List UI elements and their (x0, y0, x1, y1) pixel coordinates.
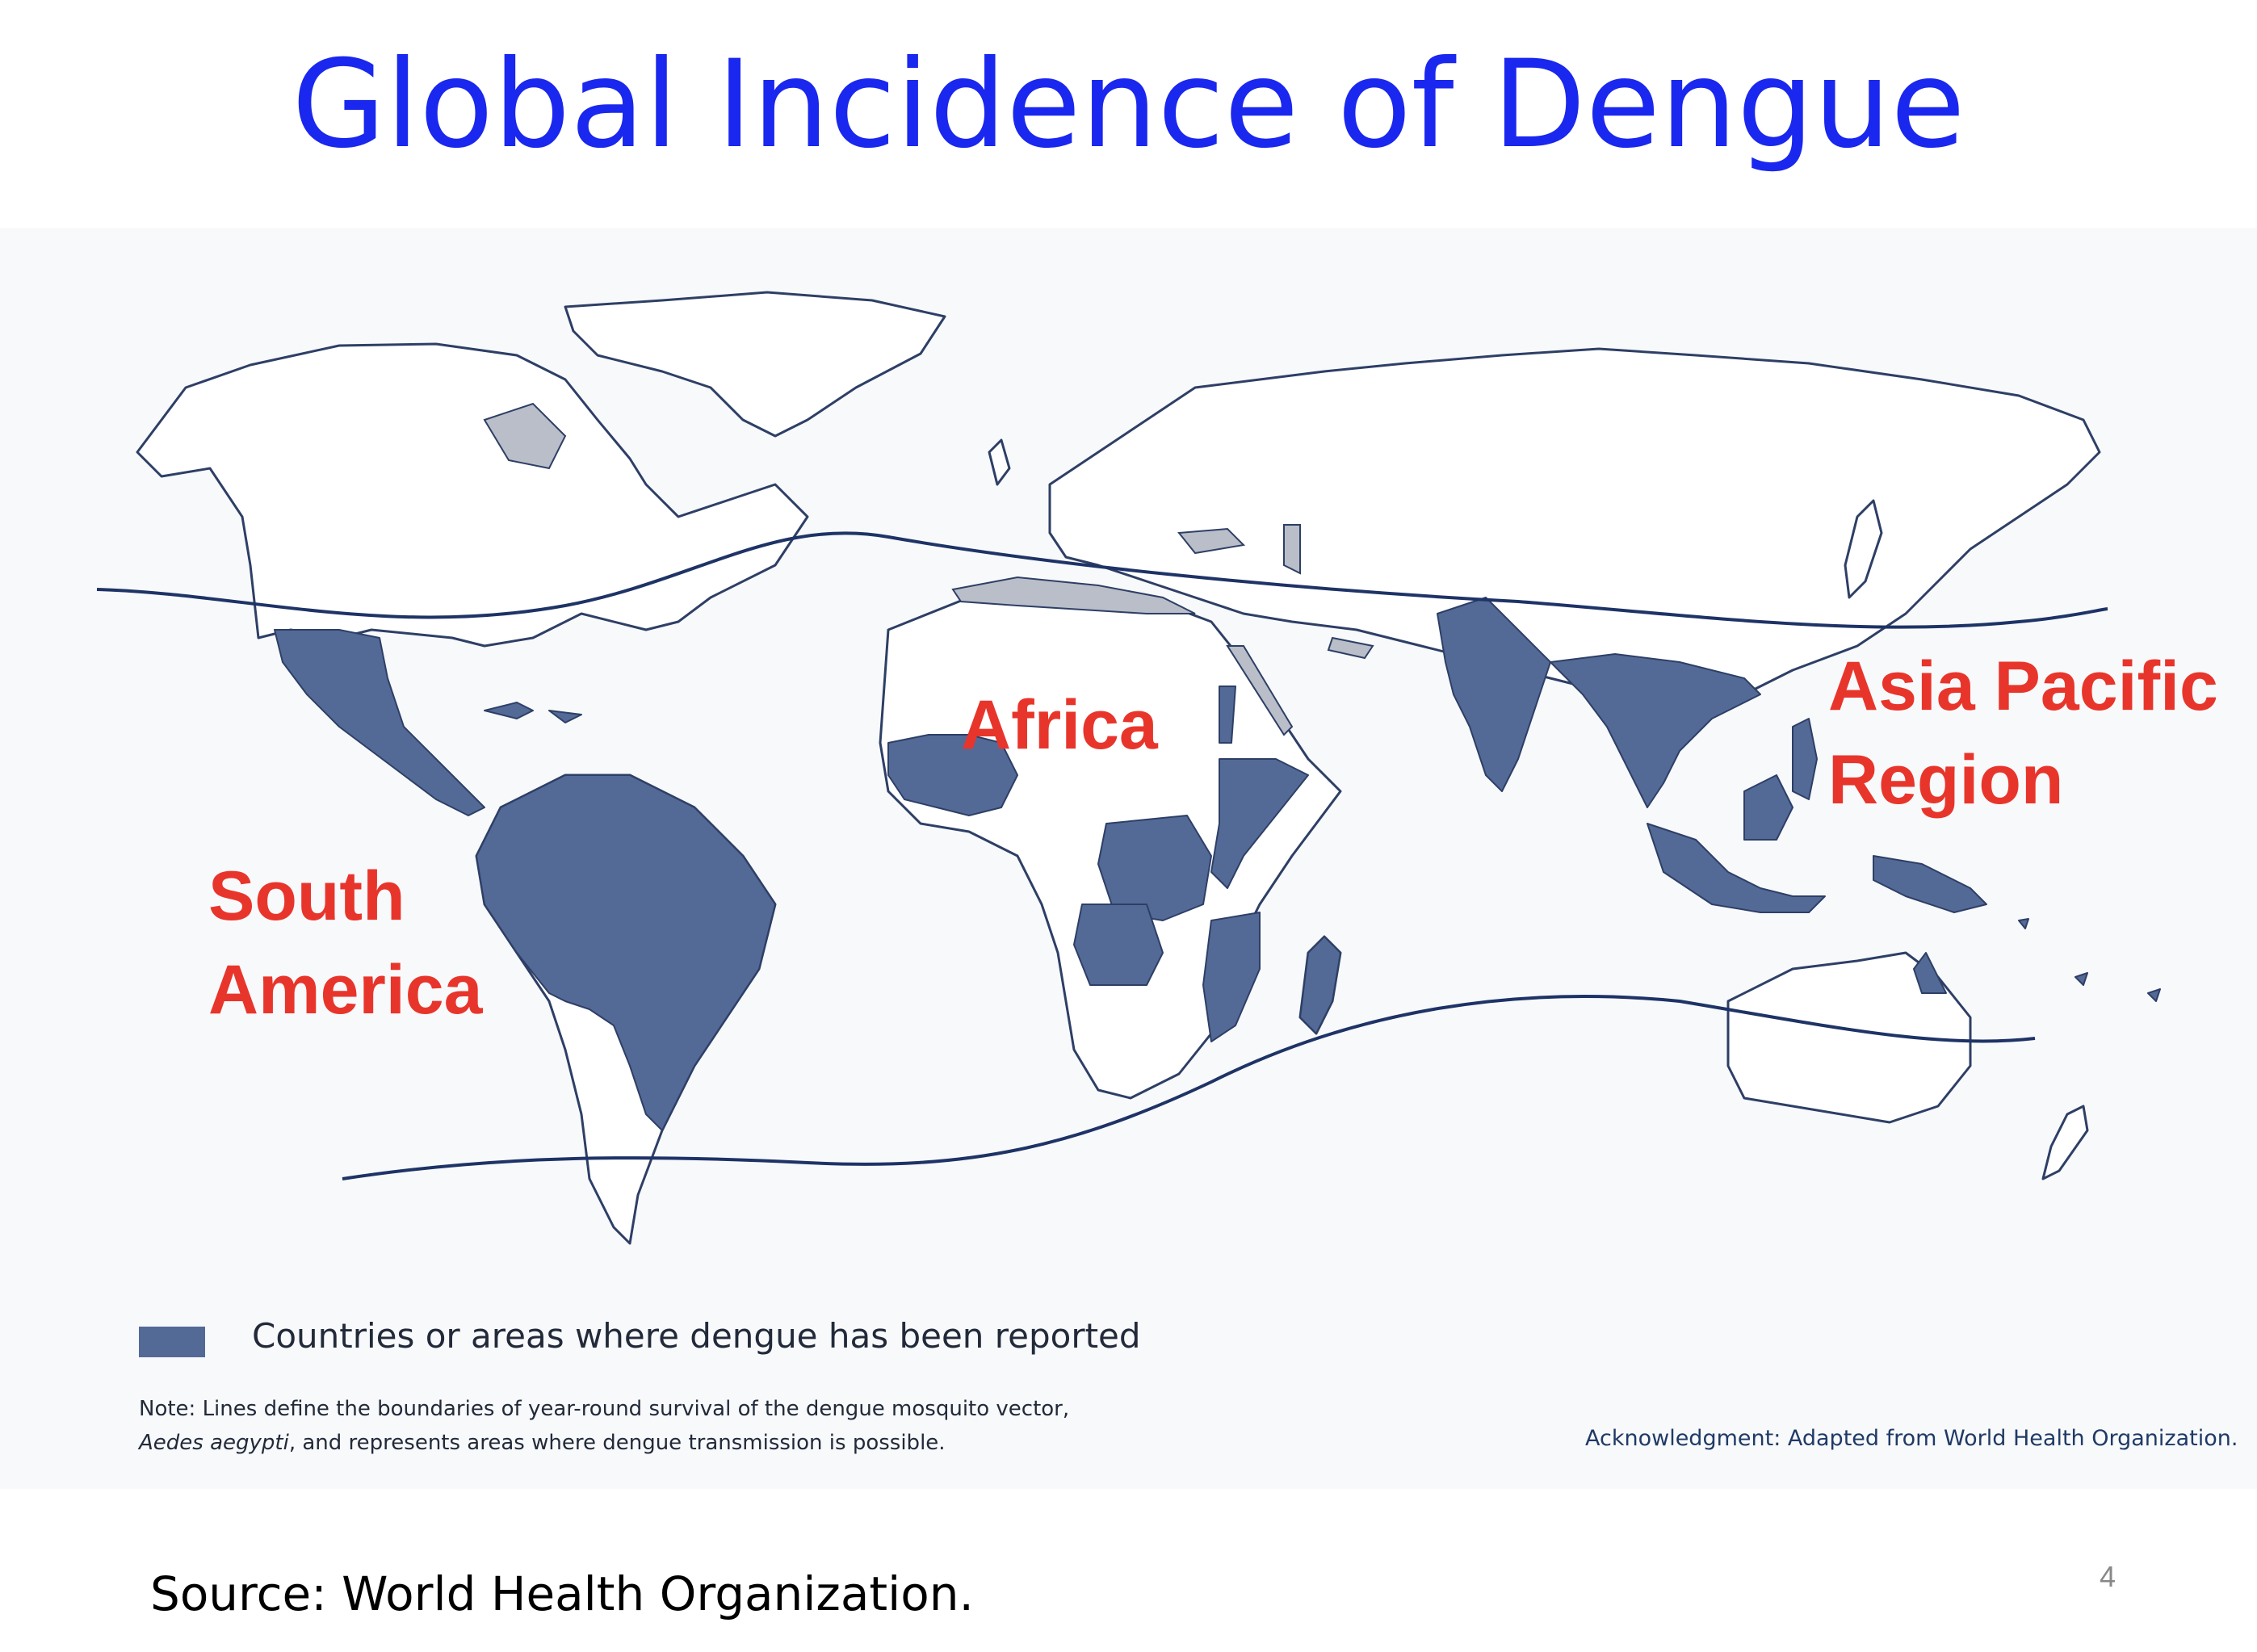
label-asia-pacific-line2: Region (1828, 741, 2064, 820)
new-zealand (2041, 1105, 2089, 1180)
map-note: Note: Lines define the boundaries of yea… (139, 1392, 1069, 1460)
sudan-region (1219, 686, 1236, 744)
southern-boundary-line (342, 995, 2036, 1180)
acknowledgment: Acknowledgment: Adapted from World Healt… (1585, 1426, 2238, 1451)
hudson-bay (483, 402, 567, 470)
pacific-islands (2018, 918, 2161, 1002)
borneo (1743, 774, 1793, 841)
label-south-america: South America (208, 849, 482, 1037)
dengue-map-panel: South America Africa Asia Pacific Region… (0, 228, 2257, 1489)
uk (988, 438, 1011, 486)
madagascar-dengue (1299, 936, 1341, 1034)
north-america (136, 342, 809, 648)
world-map (96, 291, 2161, 1245)
europe-asia (1048, 347, 2101, 712)
philippines (1792, 718, 1818, 800)
source-citation: Source: World Health Organization. (150, 1566, 974, 1621)
inland-water (483, 402, 1374, 736)
survival-boundary-lines (96, 531, 2108, 1180)
map-note-line1: Note: Lines define the boundaries of yea… (139, 1397, 1070, 1421)
legend-swatch (139, 1327, 205, 1357)
australia (1726, 951, 1972, 1124)
greenland (564, 291, 946, 438)
central-africa (1097, 815, 1212, 921)
label-asia-pacific-line1: Asia Pacific (1828, 648, 2218, 725)
page-number: 4 (2100, 1560, 2116, 1593)
slide-title: Global Incidence of Dengue (292, 35, 1965, 175)
japan (1844, 499, 1883, 599)
northern-boundary-line (96, 531, 2108, 629)
caribbean (484, 702, 582, 723)
angola (1073, 904, 1164, 986)
label-south-america-line1: South (208, 857, 405, 935)
mediterranean (951, 576, 1196, 614)
species-name: Aedes aegypti (139, 1431, 289, 1455)
legend-label: Countries or areas where dengue has been… (252, 1316, 1141, 1356)
map-note-line2-rest: , and represents areas where dengue tran… (288, 1431, 946, 1455)
mozambique (1202, 912, 1261, 1042)
indonesia (1647, 823, 1826, 913)
south-america-dengue (476, 774, 776, 1131)
persian-gulf (1327, 636, 1374, 660)
india (1437, 597, 1551, 792)
southeast-asia (1550, 653, 1761, 808)
north-australia (1913, 952, 1947, 994)
east-africa (1210, 758, 1309, 889)
label-south-america-line2: America (208, 951, 483, 1029)
papua (1873, 855, 1987, 913)
label-africa: Africa (961, 686, 1158, 764)
red-sea (1226, 645, 1294, 736)
dengue-areas (274, 597, 2161, 1131)
map-note-line2: Aedes aegypti, and represents areas wher… (139, 1426, 1069, 1460)
mexico-central-america (274, 629, 485, 816)
west-africa (887, 734, 1018, 816)
black-caspian (1177, 524, 1301, 575)
label-asia-pacific: Asia Pacific Region (1828, 639, 2218, 827)
